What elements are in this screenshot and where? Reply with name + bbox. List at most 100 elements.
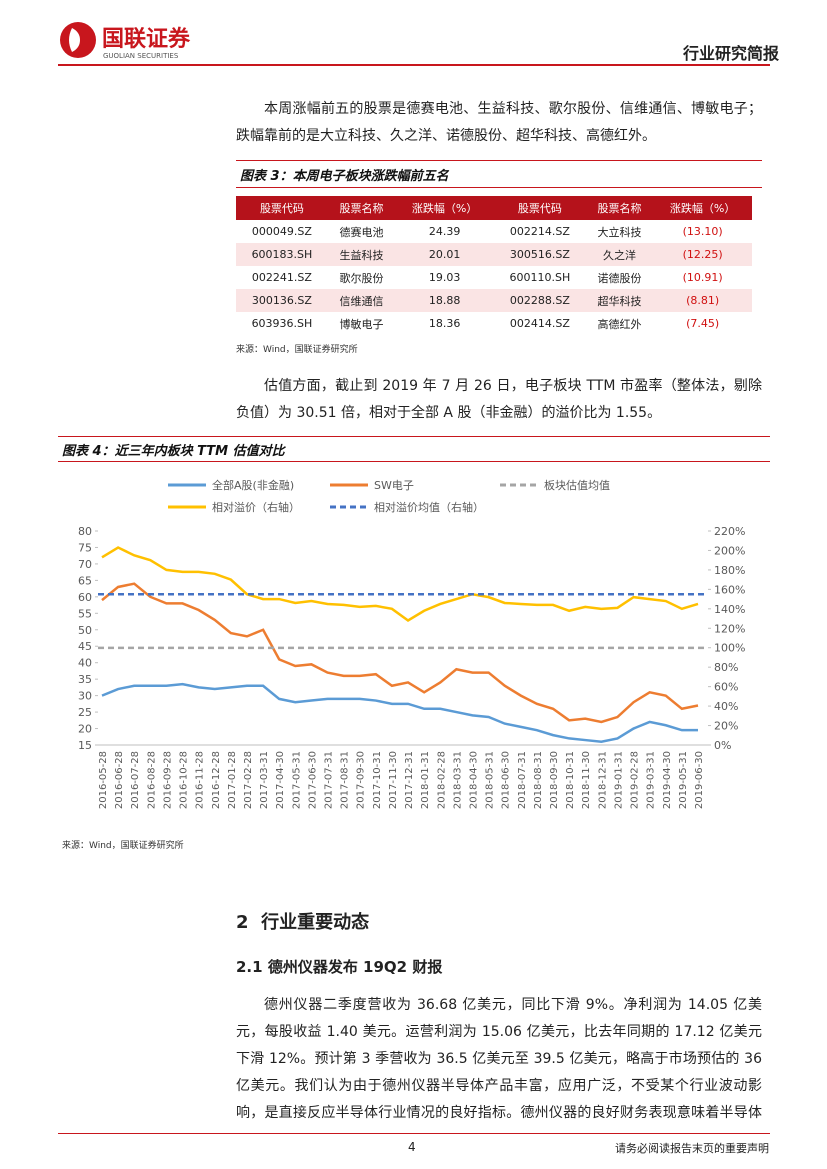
table-cell: 002214.SZ — [509, 225, 570, 238]
figure-title-box — [58, 436, 770, 462]
x-tick-label: 2016-11-28 — [195, 751, 206, 809]
x-tick-label: 2016-08-28 — [146, 751, 157, 809]
section-heading: 2 行业重要动态 — [236, 908, 369, 934]
x-tick-label: 2017-09-30 — [356, 751, 367, 809]
brand-en: GUOLIAN SECURITIES — [103, 52, 179, 60]
table-cell: 000049.SZ — [251, 225, 312, 238]
table-cell: 18.88 — [395, 289, 494, 312]
table-cell: 德赛电池 — [339, 225, 384, 239]
table-cell: 高德红外 — [597, 317, 642, 331]
y2-tick-label: 80% — [714, 661, 738, 674]
x-tick-label: 2018-05-31 — [485, 751, 496, 809]
header-rule — [58, 64, 770, 66]
column-header: 股票代码 — [493, 196, 586, 220]
figure-source: 来源：Wind，国联证券研究所 — [62, 841, 184, 851]
x-tick-label: 2018-08-31 — [533, 751, 544, 809]
chart: 15 20 25 30 35 40 45 50 55 60 65 70 75 80 0% 20% 40% 60% 8… — [78, 478, 745, 809]
table-cell: 久之洋 — [585, 243, 654, 266]
y-tick-label: 70 — [78, 558, 92, 571]
x-tick-label: 2017-10-31 — [372, 751, 383, 809]
subsection-title: 德州仪器发布 19Q2 财报 — [267, 958, 443, 976]
x-tick-label: 2016-07-28 — [130, 751, 141, 809]
x-tick-label: 2017-01-28 — [227, 751, 238, 809]
column-header: 股票代码 — [236, 196, 328, 220]
logo-icon-part — [69, 28, 80, 52]
table-cell: 18.36 — [428, 317, 461, 330]
y-tick-label: 35 — [78, 673, 92, 686]
series-line — [101, 682, 698, 743]
x-tick-label: 2017-03-31 — [259, 751, 270, 809]
table-row: 600183.SH 生益科技 20.01 300516.SZ 久之洋 (12.25) — [236, 243, 752, 266]
figure-title: 图表 4：近三年内板块 TTM 估值对比 — [62, 444, 285, 459]
table-title: 图表 3：本周电子板块涨跌幅前五名 — [240, 169, 449, 184]
x-tick-label: 2016-09-28 — [162, 751, 173, 809]
x-tick-label: 2018-12-31 — [597, 751, 608, 809]
legend-label: SW电子 — [374, 479, 414, 492]
y2-tick-label: 120% — [714, 622, 745, 635]
table-cell: 博敏电子 — [339, 317, 384, 331]
column-header: 股票名称 — [585, 196, 654, 220]
x-tick-label: 2016-12-28 — [211, 751, 222, 809]
x-tick-label: 2017-02-28 — [243, 751, 254, 809]
x-tick-label: 2017-05-31 — [291, 751, 302, 809]
legend-label: 相对溢价（右轴） — [212, 500, 300, 514]
table-cell: 002414.SZ — [509, 317, 570, 330]
legend-label: 全部A股(非金融) — [212, 478, 294, 492]
table-cell: 600110.SH — [509, 271, 571, 284]
x-tick-label: 2019-02-28 — [630, 751, 641, 809]
x-tick-label: 2018-09-30 — [549, 751, 560, 809]
table-cell: 300516.SZ — [493, 243, 586, 266]
y2-tick-label: 200% — [714, 544, 745, 557]
table-title-box — [236, 160, 762, 188]
x-tick-label: 2019-04-30 — [662, 751, 673, 809]
table-row: 300136.SZ 信维通信 18.88 002288.SZ 超华科技 (8.81) — [236, 289, 752, 312]
table-cell: (13.10) — [682, 225, 723, 238]
x-tick-label: 2017-12-31 — [404, 751, 415, 809]
x-tick-label: 2017-06-30 — [307, 751, 318, 809]
y-tick-label: 45 — [78, 640, 92, 653]
y2-tick-label: 40% — [714, 700, 738, 713]
table-cell: 生益科技 — [327, 243, 396, 266]
table-row: 000049.SZ 德赛电池 24.39 002214.SZ 大立科技 (13.10) — [236, 220, 752, 243]
y-tick-label: 65 — [78, 574, 92, 587]
y2-tick-label: 140% — [714, 603, 745, 616]
table-cell: 19.03 — [428, 271, 461, 284]
y2-tick-label: 100% — [714, 642, 745, 655]
table-cell: 300136.SZ — [236, 289, 328, 312]
x-tick-label: 2016-06-28 — [114, 751, 125, 809]
table-cell: 20.01 — [395, 243, 494, 266]
logo: 国联证券 GUOLIAN SECURITIES — [60, 22, 191, 60]
table-cell: 歌尔股份 — [339, 271, 384, 285]
x-tick-label: 2018-04-30 — [468, 751, 479, 809]
y2-tick-label: 220% — [714, 525, 745, 538]
table: 股票代码 股票名称 涨跌幅（%） 股票代码 股票名称 涨跌幅（%） 000049.SZ 德赛电… — [236, 196, 752, 335]
x-tick-label: 2016-05-28 — [98, 751, 109, 809]
table-cell: (10.91) — [682, 271, 723, 284]
table-cell: 大立科技 — [597, 225, 642, 239]
table-cell: 24.39 — [428, 225, 461, 238]
table-cell: (12.25) — [653, 243, 752, 266]
brand: 国联证券 — [102, 26, 191, 52]
x-tick-label: 2017-07-31 — [324, 751, 335, 809]
column-header: 股票名称 — [327, 196, 396, 220]
y-tick-label: 40 — [78, 657, 92, 670]
legend-label: 相对溢价均值（右轴） — [374, 500, 484, 514]
table-cell: 002288.SZ — [493, 289, 586, 312]
legend-label: 板块估值均值 — [544, 478, 610, 492]
table-cell: 603936.SH — [251, 317, 313, 330]
column-header: 涨跌幅（%） — [395, 196, 494, 220]
y-tick-label: 20 — [78, 723, 92, 736]
x-tick-label: 2018-02-28 — [436, 751, 447, 809]
y-tick-label: 60 — [78, 591, 92, 604]
x-tick-label: 2017-11-30 — [388, 751, 399, 809]
column-header: 涨跌幅（%） — [653, 196, 752, 220]
y-tick-label: 30 — [78, 690, 92, 703]
table-row: 603936.SH 博敏电子 18.36 002414.SZ 高德红外 (7.45) — [236, 312, 752, 335]
y2-tick-label: 60% — [714, 681, 738, 694]
x-tick-label: 2018-11-30 — [581, 751, 592, 809]
y-tick-label: 25 — [78, 706, 92, 719]
table-header-row: 股票代码 股票名称 涨跌幅（%） 股票代码 股票名称 涨跌幅（%） — [236, 196, 752, 220]
table-cell: 600183.SH — [236, 243, 328, 266]
x-tick-label: 2018-07-31 — [517, 751, 528, 809]
